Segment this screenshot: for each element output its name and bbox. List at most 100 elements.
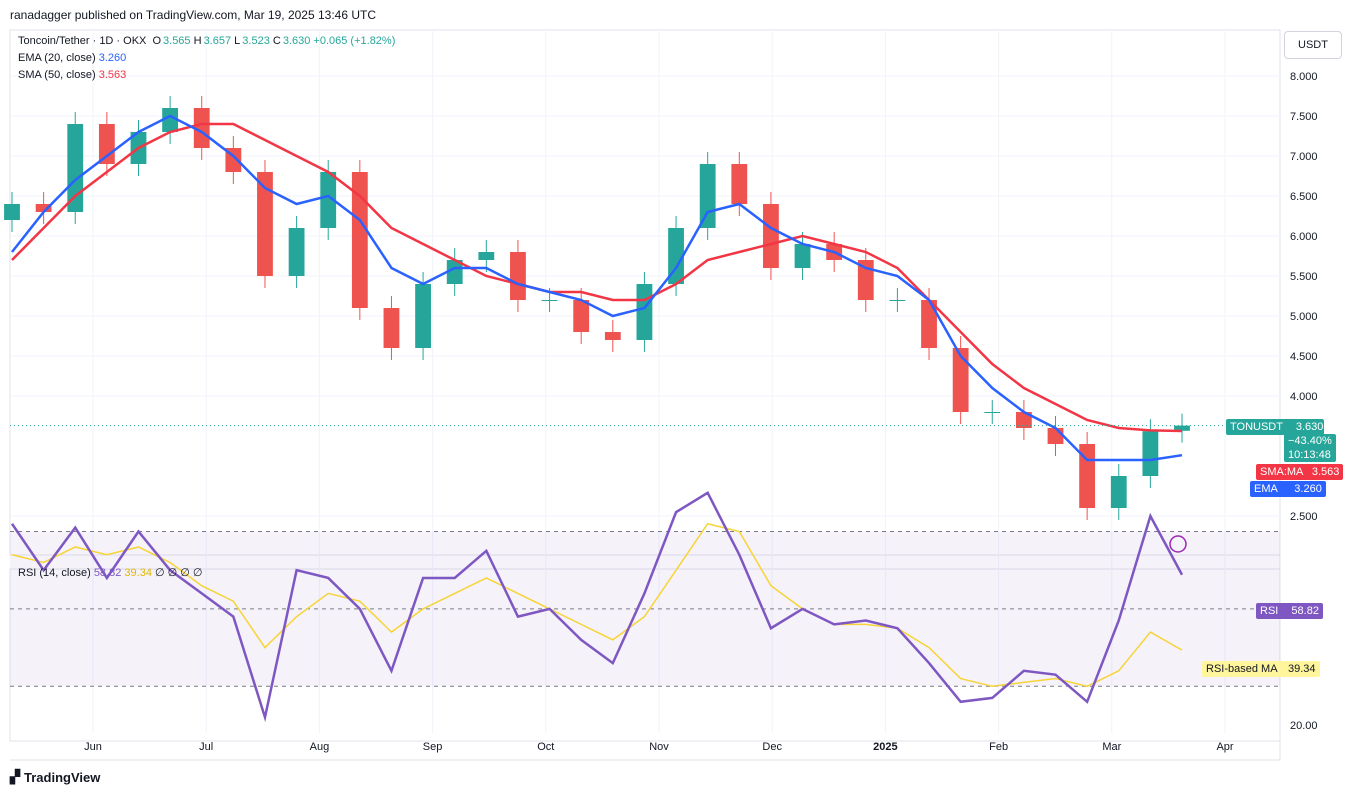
time-tick-label: Apr — [1216, 741, 1233, 753]
candle-body — [921, 300, 937, 348]
rsi-legend-value: 58.82 — [93, 567, 122, 579]
time-tick-label: Mar — [1102, 741, 1121, 753]
rsi-tag-label: RSI — [1260, 605, 1279, 617]
candle-body — [193, 108, 210, 148]
candle-body — [478, 252, 495, 260]
low-label: L — [234, 35, 241, 47]
currency-unit-button[interactable]: USDT — [1284, 31, 1342, 59]
symbol-price-tag: TONUSDT 3.630 — [1226, 419, 1324, 435]
symbol-name[interactable]: Toncoin/Tether · 1D · OKX — [18, 35, 147, 47]
rsi-tag-value: 58.82 — [1291, 605, 1319, 617]
candle-body — [889, 300, 906, 301]
change-value: +0.065 (+1.82%) — [313, 35, 396, 47]
price-tick-label: 4.000 — [1290, 391, 1318, 403]
ema-legend-value: 3.260 — [98, 52, 127, 64]
candle-body — [98, 124, 115, 164]
tag-change-box: −43.40% 10:13:48 — [1284, 434, 1336, 462]
ema-tag-label: EMA — [1254, 483, 1278, 495]
rsi-legend-label: RSI (14, close) — [18, 567, 91, 579]
candle-body — [162, 108, 179, 132]
candle-body — [1015, 412, 1032, 428]
candle-body — [510, 252, 526, 300]
ema-legend[interactable]: EMA (20, close) 3.260 — [18, 52, 126, 64]
candle-body — [1110, 476, 1127, 508]
candle-body — [604, 332, 621, 340]
candle-body — [1047, 428, 1064, 444]
rsi-ma-legend-value: 39.34 — [124, 567, 152, 579]
time-tick-label: Nov — [649, 741, 669, 753]
tradingview-brand[interactable]: ▞ TradingView — [10, 769, 100, 785]
ema-tag: EMA 3.260 — [1250, 481, 1326, 497]
candle-body — [351, 172, 368, 308]
sma-50-line — [11, 122, 1183, 433]
sma-tag-label: SMA:MA — [1260, 466, 1303, 478]
candle-body — [415, 284, 431, 348]
candle-body — [257, 172, 273, 276]
tag-countdown: 10:13:48 — [1288, 449, 1331, 461]
open-value: 3.565 — [163, 35, 191, 47]
symbol-legend: Toncoin/Tether · 1D · OKX O 3.565 H 3.657 … — [18, 35, 395, 47]
rsi-legend-extra: ∅ ∅ ∅ ∅ — [155, 567, 203, 579]
rsi-ma-tag-label: RSI-based MA — [1206, 663, 1277, 675]
candle-body — [731, 164, 748, 204]
price-tick-label: 6.500 — [1290, 191, 1318, 203]
candle-body — [541, 300, 558, 301]
high-label: H — [193, 35, 202, 47]
candle-body — [1142, 431, 1159, 476]
candle-body — [446, 260, 463, 284]
candle-body — [794, 244, 811, 268]
price-tick-label: 4.500 — [1290, 351, 1318, 363]
time-tick-label: Feb — [989, 741, 1008, 753]
ema-20-line — [11, 114, 1183, 462]
sma-legend[interactable]: SMA (50, close) 3.563 — [18, 69, 126, 81]
sma-tag: SMA:MA 3.563 — [1256, 464, 1344, 480]
candle-body — [668, 228, 684, 284]
candle-body — [67, 124, 84, 212]
time-tick-label: Dec — [762, 741, 782, 753]
rsi-ma-tag-value: 39.34 — [1287, 663, 1316, 675]
ema-legend-label: EMA (20, close) — [18, 52, 96, 64]
rsi-ma-line — [11, 522, 1183, 688]
price-tick-label: 5.500 — [1290, 271, 1318, 283]
sma-legend-value: 3.563 — [98, 69, 127, 81]
price-tick-label: 7.500 — [1290, 111, 1318, 123]
candle-body — [952, 348, 969, 412]
tag-change: −43.40% — [1288, 435, 1332, 447]
price-tick-label: 8.000 — [1290, 71, 1318, 83]
rsi-tag: RSI 58.82 — [1256, 603, 1323, 619]
tag-symbol: TONUSDT — [1230, 421, 1283, 433]
publisher-line: ranadagger published on TradingView.com,… — [10, 8, 377, 22]
time-tick-label: Jun — [84, 741, 102, 753]
price-tick-label: 6.000 — [1290, 231, 1318, 243]
price-tick-label: 7.000 — [1290, 151, 1318, 163]
time-tick-label: Aug — [310, 741, 330, 753]
rsi-tick-label: 20.00 — [1290, 720, 1318, 732]
tradingview-logo-icon: ▞ — [10, 769, 20, 784]
high-value: 3.657 — [203, 35, 232, 47]
candle-body — [573, 300, 590, 332]
candle-body — [763, 204, 779, 268]
candle-body — [699, 164, 716, 228]
price-tick-label: 5.000 — [1290, 311, 1318, 323]
sma-tag-value: 3.563 — [1311, 466, 1340, 478]
time-tick-label: Oct — [537, 741, 554, 753]
ema-tag-value: 3.260 — [1294, 483, 1322, 495]
candle-body — [35, 204, 52, 212]
rsi-legend[interactable]: RSI (14, close) 58.82 39.34 ∅ ∅ ∅ ∅ — [18, 566, 203, 579]
candle-body — [288, 228, 305, 276]
candle-body — [383, 308, 400, 348]
close-value: 3.630 — [282, 35, 311, 47]
rsi-line — [10, 491, 1184, 723]
sma-legend-label: SMA (50, close) — [18, 69, 96, 81]
candle-body — [4, 204, 20, 220]
price-tick-label: 2.500 — [1290, 511, 1318, 523]
low-value: 3.523 — [242, 35, 270, 47]
time-tick-label: Sep — [423, 741, 443, 753]
open-label: O — [152, 35, 162, 47]
tag-price: 3.630 — [1295, 421, 1324, 433]
time-tick-label: Jul — [199, 741, 213, 753]
candle-body — [1174, 425, 1190, 431]
candle-body — [636, 284, 653, 340]
time-tick-label: 2025 — [873, 741, 897, 753]
